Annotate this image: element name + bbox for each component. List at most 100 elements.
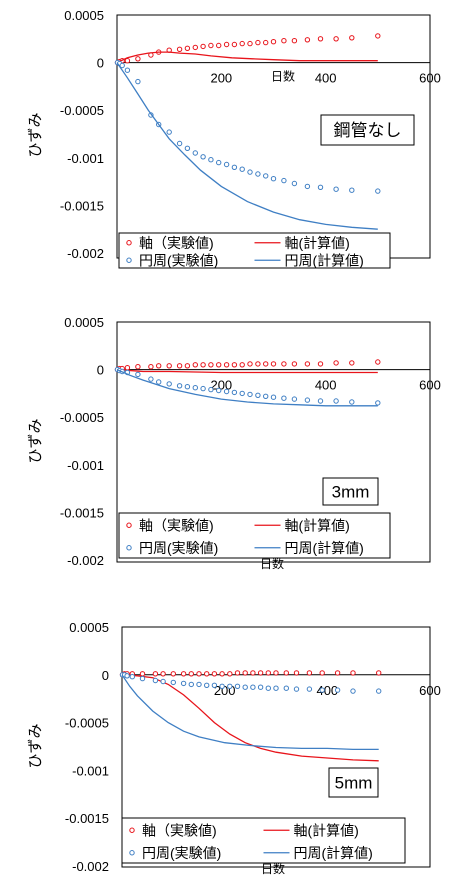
data-point <box>152 677 159 684</box>
legend-marker-swatch <box>126 545 132 551</box>
data-point <box>333 398 339 404</box>
data-point <box>204 682 210 688</box>
data-point <box>317 184 324 191</box>
legend-marker-swatch <box>129 827 135 833</box>
data-point <box>234 683 241 689</box>
data-point <box>227 671 233 677</box>
x-tick-label: 600 <box>419 378 441 393</box>
data-point <box>350 688 356 694</box>
x-tick-label: 600 <box>419 683 441 698</box>
y-tick-label: -0.002 <box>72 859 109 874</box>
y-tick-label: 0.0005 <box>64 315 104 330</box>
y-tick-label: -0.001 <box>67 458 104 473</box>
data-point <box>255 39 261 46</box>
x-axis-title: 日数 <box>261 861 285 876</box>
data-point <box>200 385 206 392</box>
data-point <box>293 686 300 692</box>
data-point <box>265 670 271 676</box>
series-4 <box>116 369 378 407</box>
data-point <box>156 379 162 385</box>
x-tick-label: 400 <box>316 683 338 698</box>
condition-tag: 5mm <box>335 774 373 793</box>
data-point <box>180 680 187 687</box>
data-point <box>216 42 222 49</box>
data-point <box>281 361 287 367</box>
data-point <box>139 671 146 677</box>
data-point <box>166 129 172 135</box>
series-3 <box>119 672 382 694</box>
series-line <box>116 368 378 374</box>
data-point <box>350 670 356 676</box>
legend-marker-swatch <box>129 850 135 856</box>
data-point <box>257 684 264 690</box>
data-point <box>255 171 261 177</box>
y-tick-label: 0.0005 <box>64 8 104 23</box>
data-point <box>333 360 339 366</box>
chart-1: 0.0005 0 -0.0005 -0.001 -0.0015 -0.002 200 400 6… <box>27 8 441 269</box>
data-point <box>216 387 222 394</box>
data-point <box>283 685 289 691</box>
data-point <box>184 145 191 152</box>
series-2 <box>116 51 378 64</box>
data-point <box>196 671 202 677</box>
data-point <box>204 671 210 677</box>
data-point <box>219 671 225 677</box>
data-point <box>247 40 253 47</box>
data-point <box>200 362 206 368</box>
y-tick-label: -0.0015 <box>60 505 104 520</box>
series-4 <box>116 62 378 230</box>
data-point <box>270 176 277 182</box>
data-point <box>192 362 199 368</box>
condition-tag-box <box>320 114 415 146</box>
series-line <box>116 62 378 230</box>
y-tick-label: 0 <box>102 668 109 683</box>
data-point <box>263 393 269 399</box>
y-tick-label: -0.0005 <box>60 410 104 425</box>
data-point <box>139 675 146 682</box>
data-point <box>306 686 313 692</box>
y-tick-label: -0.0005 <box>65 716 109 731</box>
data-point <box>375 400 381 406</box>
y-tick-label: -0.001 <box>67 151 104 166</box>
y-tick-label: 0 <box>97 56 104 71</box>
data-point <box>317 36 324 42</box>
data-point <box>129 674 136 680</box>
data-point <box>255 361 261 367</box>
data-point <box>265 685 271 691</box>
data-point <box>176 383 183 389</box>
legend-label: 円周(計算値) <box>294 845 373 861</box>
x-axis-title: 日数 <box>260 556 284 571</box>
data-point <box>239 362 245 368</box>
condition-tag-box <box>322 477 379 506</box>
data-point <box>200 43 206 50</box>
data-point <box>333 36 339 42</box>
data-point <box>184 363 191 369</box>
data-point <box>273 685 279 691</box>
data-point <box>135 78 141 85</box>
series-line <box>116 51 378 64</box>
data-point <box>242 684 248 690</box>
data-point <box>227 683 233 689</box>
data-point <box>270 361 277 367</box>
x-tick-label: 600 <box>419 71 441 86</box>
data-point <box>166 381 172 387</box>
data-point <box>304 361 311 367</box>
data-point <box>334 670 341 676</box>
data-point <box>188 681 195 688</box>
data-point <box>283 670 289 676</box>
data-point <box>304 37 311 43</box>
data-point <box>291 361 298 367</box>
data-point <box>135 371 141 378</box>
data-point <box>270 39 277 45</box>
series-2 <box>116 368 378 374</box>
condition-tag: 鋼管なし <box>334 121 402 140</box>
y-tick-label: -0.0005 <box>60 103 104 118</box>
data-point <box>317 398 324 404</box>
legend-box <box>118 512 391 559</box>
legend-label: 円周(実験値) <box>139 540 218 556</box>
series-4 <box>121 674 379 751</box>
data-point <box>375 359 381 365</box>
data-point <box>188 671 195 677</box>
